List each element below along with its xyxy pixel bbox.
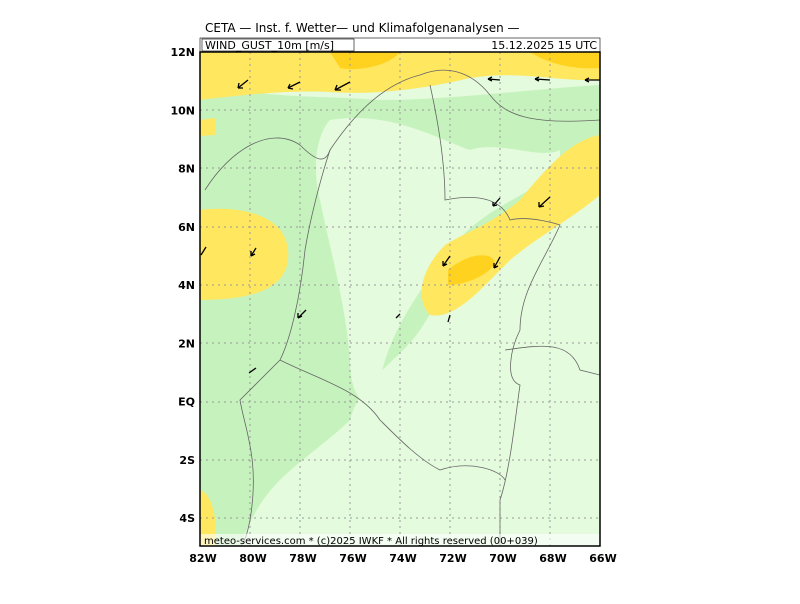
lon-label: 74W bbox=[389, 552, 416, 565]
lat-label: 4S bbox=[179, 512, 195, 525]
axis-labels: 12N 10N 8N 6N 4N 2N EQ 2S 4S 82W 80W 78W 76W 74W 72W 70… bbox=[170, 46, 616, 565]
lon-label: 68W bbox=[539, 552, 566, 565]
coastlines bbox=[204, 69, 600, 546]
lat-label: 2S bbox=[179, 454, 195, 467]
param-box bbox=[201, 38, 355, 52]
lat-label: 2N bbox=[178, 337, 195, 350]
parameter: WIND_GUST_10m [m/s] bbox=[205, 39, 334, 52]
lat-label: 8N bbox=[178, 163, 195, 176]
lon-label: 80W bbox=[239, 552, 266, 565]
lat-label: EQ bbox=[178, 396, 195, 409]
lat-label: 6N bbox=[178, 221, 195, 234]
lon-label: 78W bbox=[289, 552, 316, 565]
lon-label: 70W bbox=[489, 552, 516, 565]
lat-label: 4N bbox=[178, 279, 195, 292]
lon-label: 76W bbox=[339, 552, 366, 565]
lon-label: 82W bbox=[189, 552, 216, 565]
map-field: meteo-services.com * (c)2025 IWKF * All … bbox=[200, 52, 600, 547]
wind-arrows bbox=[200, 76, 600, 374]
valid-time: 15.12.2025 15 UTC bbox=[491, 39, 597, 52]
lat-label: 10N bbox=[170, 104, 195, 117]
lon-label: 66W bbox=[589, 552, 616, 565]
lat-label: 12N bbox=[170, 46, 195, 59]
lon-label: 72W bbox=[439, 552, 466, 565]
footer: meteo-services.com * (c)2025 IWKF * All … bbox=[204, 536, 538, 547]
title: CETA — Inst. f. Wetter— und Klimafolgena… bbox=[205, 21, 520, 35]
map-frame bbox=[199, 51, 601, 547]
grid bbox=[200, 52, 600, 546]
